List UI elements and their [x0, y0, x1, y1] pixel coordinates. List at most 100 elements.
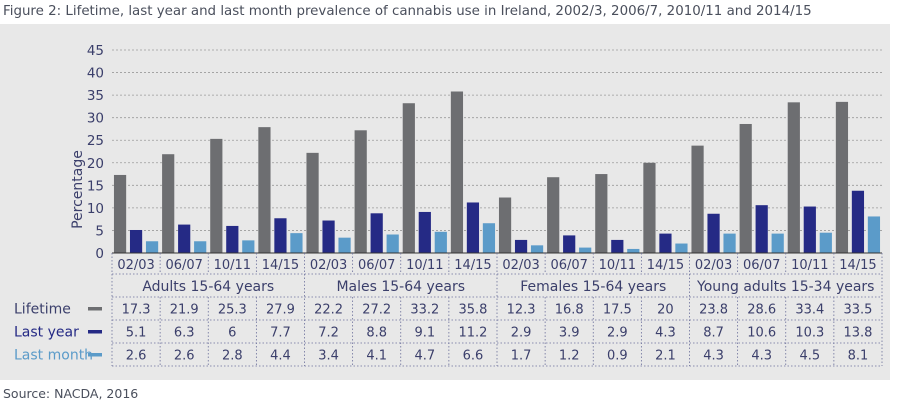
bar-last-year: [178, 224, 191, 253]
table-value: 16.8: [555, 303, 584, 318]
table-value: 13.8: [843, 326, 872, 341]
group-label: Young adults 15-34 years: [696, 279, 874, 295]
bar-last-year: [129, 229, 143, 253]
table-value: 6.6: [463, 349, 484, 364]
table-value: 4.3: [751, 349, 772, 364]
x-tick-label: 10/11: [791, 258, 828, 273]
bar-last-month: [145, 241, 159, 253]
bar-last-month: [482, 223, 496, 253]
table-value: 28.6: [747, 303, 776, 318]
table-value: 22.2: [314, 303, 343, 318]
y-tick-label: 10: [87, 201, 104, 217]
bar-last-year: [514, 239, 528, 253]
table-value: 11.2: [458, 326, 487, 341]
bar-lifetime: [258, 127, 271, 253]
bar-lifetime: [787, 102, 800, 253]
x-tick-label: 10/11: [214, 258, 251, 273]
table-value: 2.9: [511, 326, 532, 341]
bar-lifetime: [739, 123, 752, 253]
table-value: 7.7: [270, 326, 291, 341]
bar-last-month: [579, 247, 592, 253]
bar-last-month: [771, 233, 784, 253]
y-tick-label: 20: [87, 156, 104, 172]
bar-last-month: [242, 240, 255, 253]
table-value: 1.7: [511, 349, 532, 364]
table-value: 10.6: [747, 326, 776, 341]
bar-last-month: [338, 237, 351, 253]
bar-lifetime: [691, 145, 704, 253]
legend-swatch: [88, 330, 102, 334]
bar-lifetime: [354, 130, 367, 253]
table-value: 6.3: [174, 326, 195, 341]
bar-lifetime: [835, 101, 849, 253]
bar-last-year: [755, 205, 768, 253]
bar-last-month: [867, 216, 881, 253]
x-tick-label: 06/07: [165, 258, 202, 273]
y-tick-label: 45: [87, 43, 104, 59]
table-value: 25.3: [218, 303, 247, 318]
legend-label: Lifetime: [14, 302, 71, 318]
table-value: 21.9: [170, 303, 199, 318]
table-value: 33.4: [795, 303, 824, 318]
table-value: 3.9: [559, 326, 580, 341]
x-tick-label: 14/15: [454, 258, 491, 273]
table-value: 33.5: [843, 303, 872, 318]
y-tick-label: 40: [87, 66, 104, 82]
source-note: Source: NACDA, 2016: [3, 386, 139, 401]
x-tick-label: 02/03: [502, 258, 539, 273]
table-value: 10.3: [795, 326, 824, 341]
table-value: 8.8: [366, 326, 387, 341]
group-label: Males 15-64 years: [336, 279, 465, 295]
table-value: 2.1: [655, 349, 676, 364]
table-value: 20: [657, 303, 674, 318]
bar-lifetime: [402, 103, 415, 253]
table-value: 2.8: [222, 349, 243, 364]
bar-lifetime: [306, 152, 319, 253]
legend-label: Last month: [14, 348, 93, 364]
bar-last-month: [627, 248, 640, 253]
bar-last-year: [418, 211, 431, 253]
table-value: 3.4: [318, 349, 339, 364]
bar-lifetime: [210, 138, 223, 253]
table-value: 33.2: [410, 303, 439, 318]
bar-last-year: [226, 225, 239, 253]
figure-title: Figure 2: Lifetime, last year and last m…: [3, 4, 812, 19]
bar-last-year: [322, 220, 335, 253]
bar-lifetime: [595, 174, 608, 253]
bar-lifetime: [643, 162, 656, 253]
table-value: 0.9: [607, 349, 628, 364]
bar-last-month: [819, 232, 832, 253]
x-tick-label: 06/07: [743, 258, 780, 273]
x-tick-label: 02/03: [310, 258, 347, 273]
x-tick-label: 06/07: [550, 258, 587, 273]
y-tick-label: 30: [87, 111, 104, 127]
y-tick-label: 15: [87, 178, 104, 194]
table-value: 4.3: [655, 326, 676, 341]
table-value: 1.2: [559, 349, 580, 364]
bar-lifetime: [450, 91, 464, 253]
bar-chart: 0 5 10 15 20 25 30 35 40 45 Percentage 02/03 06/07 10…: [14, 43, 883, 367]
bar-last-year: [611, 239, 624, 253]
bar-last-year: [659, 233, 672, 253]
table-value: 27.2: [362, 303, 391, 318]
chart-panel: 0 5 10 15 20 25 30 35 40 45 Percentage 02/03 06/07 10…: [0, 24, 890, 380]
bar-lifetime: [113, 174, 127, 253]
bar-last-year: [274, 218, 287, 253]
table-value: 23.8: [699, 303, 728, 318]
x-tick-label: 10/11: [599, 258, 636, 273]
x-tick-label: 06/07: [358, 258, 395, 273]
y-tick-label: 25: [87, 133, 104, 149]
bar-last-month: [434, 231, 447, 253]
x-tick-label: 02/03: [117, 258, 154, 273]
table-value: 4.4: [270, 349, 291, 364]
group-label: Adults 15-64 years: [142, 279, 274, 295]
bar-last-year: [851, 190, 865, 253]
bar-last-month: [194, 241, 207, 253]
y-tick-label: 35: [87, 88, 104, 104]
bar-lifetime: [498, 197, 512, 253]
bar-last-year: [370, 213, 383, 253]
table-value: 12.3: [507, 303, 536, 318]
legend-label: Last year: [14, 325, 79, 341]
table-value: 4.7: [414, 349, 435, 364]
bar-last-month: [530, 245, 544, 253]
